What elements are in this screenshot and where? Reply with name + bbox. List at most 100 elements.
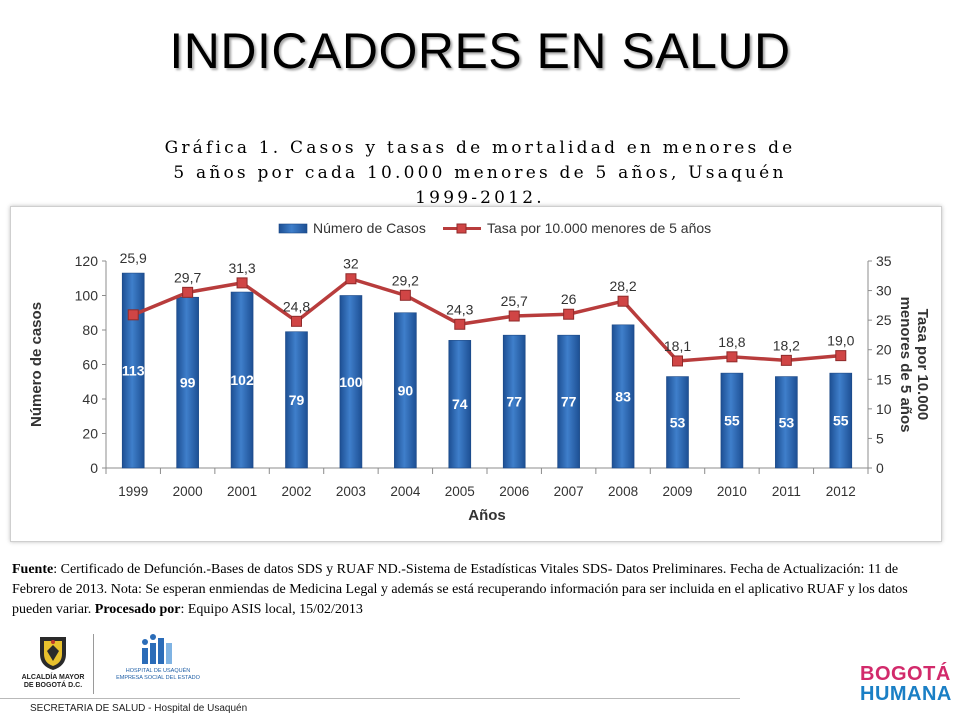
y2-axis-title-line: Tasa por 10.000 [914, 309, 931, 420]
bar-value-label: 100 [339, 374, 363, 390]
x-tick-label: 2007 [554, 484, 584, 499]
chart-title-line-3: 1999-2012. [415, 188, 545, 208]
bar-casos-2009 [666, 376, 689, 469]
coat-of-arms-icon [40, 637, 66, 670]
bar-casos-1999 [121, 272, 145, 469]
bar-casos-2008 [611, 324, 635, 469]
bar-casos-2002 [285, 331, 308, 469]
bar-value-label: 53 [779, 414, 795, 430]
x-tick-label: 2001 [227, 484, 257, 499]
rate-value-label: 28,2 [609, 278, 636, 294]
bar-value-label: 90 [398, 382, 414, 398]
rate-marker-2002 [291, 315, 302, 327]
left-tick-label: 60 [82, 357, 98, 373]
rate-value-label: 32 [343, 256, 359, 272]
right-tick-label: 0 [876, 460, 884, 476]
rate-marker-2000 [182, 286, 194, 298]
rate-marker-2004 [399, 289, 411, 301]
legend-line-label: Tasa por 10.000 menores de 5 años [487, 220, 711, 236]
bar-casos-2007 [557, 334, 580, 469]
x-tick-label: 2005 [445, 484, 475, 499]
bar-value-label: 55 [833, 413, 849, 429]
x-axis-title: Años [468, 507, 506, 524]
rate-value-label: 25,7 [501, 293, 528, 309]
rate-marker-2008 [617, 295, 629, 307]
chart-legend: Número de Casos Tasa por 10.000 menores d… [278, 220, 711, 236]
right-tick-label: 10 [876, 401, 892, 417]
logo-divider [93, 634, 94, 694]
alcaldia-line-1: ALCALDÍA MAYOR [21, 674, 85, 681]
left-tick-label: 0 [90, 460, 98, 476]
rate-series-line [132, 276, 841, 363]
combo-chart: Número de Casos Tasa por 10.000 menores d… [28, 220, 931, 524]
rate-value-label: 31,3 [228, 260, 255, 276]
source-note: Fuente: Certificado de Defunción.-Bases … [12, 560, 942, 620]
rate-value-label: 26 [561, 291, 577, 307]
hospital-emblem-icon [142, 634, 172, 664]
x-tick-label: 2011 [772, 484, 801, 499]
x-tick-label: 2010 [717, 484, 747, 499]
hospital-text: HOSPITAL DE USAQUÉN EMPRESA SOCIAL DEL E… [108, 668, 208, 682]
rate-marker-2007 [563, 308, 575, 320]
bar-casos-2005 [448, 340, 472, 469]
bar-casos-2012 [829, 372, 853, 469]
bar-value-label: 79 [289, 392, 305, 408]
x-tick-label: 2009 [662, 484, 692, 499]
source-text: : Certificado de Defunción.-Bases de dat… [12, 562, 908, 617]
bar-value-label: 77 [506, 394, 522, 410]
slide-title: INDICADORES EN SALUD [169, 23, 791, 79]
right-tick-label: 35 [876, 253, 892, 269]
right-tick-label: 20 [876, 342, 892, 358]
bar-value-label: 74 [452, 396, 468, 412]
rate-marker-2003 [345, 273, 357, 285]
bar-value-label: 113 [122, 363, 145, 379]
x-tick-label: 2008 [608, 484, 638, 499]
footer-divider [0, 698, 740, 699]
bar-value-label: 83 [615, 388, 631, 404]
bar-value-label: 102 [230, 372, 254, 388]
rate-value-label: 24,8 [283, 298, 310, 314]
hospital-logo: HOSPITAL DE USAQUÉN EMPRESA SOCIAL DEL E… [108, 634, 208, 681]
x-tick-label: 2003 [336, 484, 366, 499]
rate-marker-2012 [835, 350, 847, 362]
left-tick-label: 20 [82, 426, 98, 442]
bar-value-label: 55 [724, 413, 740, 429]
rate-marker-2005 [454, 318, 466, 330]
bar-value-label: 77 [561, 394, 577, 410]
y-axis-title: Número de casos [28, 302, 45, 427]
right-tick-label: 15 [876, 371, 892, 387]
rate-marker-1999 [127, 309, 139, 321]
left-tick-label: 120 [75, 253, 99, 269]
bar-value-label: 99 [180, 375, 196, 391]
footer-text: SECRETARIA DE SALUD - Hospital de Usaqué… [30, 703, 248, 714]
rate-value-label: 18,2 [773, 337, 800, 353]
legend-line-marker [456, 223, 467, 234]
bogota-logo-top: BOGOTÁ [860, 663, 951, 685]
bar-casos-2003 [339, 295, 363, 469]
chart-title-line-1: Gráfica 1. Casos y tasas de mortalidad e… [164, 138, 796, 158]
bar-casos-2006 [502, 334, 526, 469]
rate-value-label: 18,8 [718, 334, 745, 350]
x-tick-label: 2002 [281, 484, 311, 499]
hospital-line-1: HOSPITAL DE USAQUÉN [125, 668, 191, 674]
right-tick-label: 5 [876, 430, 884, 446]
bar-casos-2011 [775, 376, 798, 469]
rate-value-label: 19,0 [827, 333, 854, 349]
bar-casos-2010 [720, 372, 744, 469]
rate-marker-2009 [672, 355, 683, 367]
rate-marker-2006 [508, 310, 520, 322]
bogota-humana-logo: BOGOTÁ HUMANA [860, 663, 952, 705]
chart-frame: Número de Casos Tasa por 10.000 menores d… [10, 206, 942, 542]
alcaldia-text: ALCALDÍA MAYOR DE BOGOTÁ D.C. [18, 674, 88, 690]
y2-axis-title-line: menores de 5 años [897, 297, 914, 433]
bogota-logo-bottom: HUMANA [860, 683, 952, 705]
x-tick-label: 1999 [118, 484, 148, 499]
rate-value-label: 18,1 [664, 338, 691, 354]
left-tick-label: 40 [82, 391, 98, 407]
bar-casos-2001 [230, 291, 254, 469]
alcaldia-logo: ALCALDÍA MAYOR DE BOGOTÁ D.C. [22, 634, 84, 689]
source-label: Fuente [12, 562, 54, 577]
processed-text: : Equipo ASIS local, 15/02/2013 [180, 602, 363, 617]
alcaldia-line-2: DE BOGOTÁ D.C. [23, 682, 83, 689]
right-tick-label: 30 [876, 283, 892, 299]
